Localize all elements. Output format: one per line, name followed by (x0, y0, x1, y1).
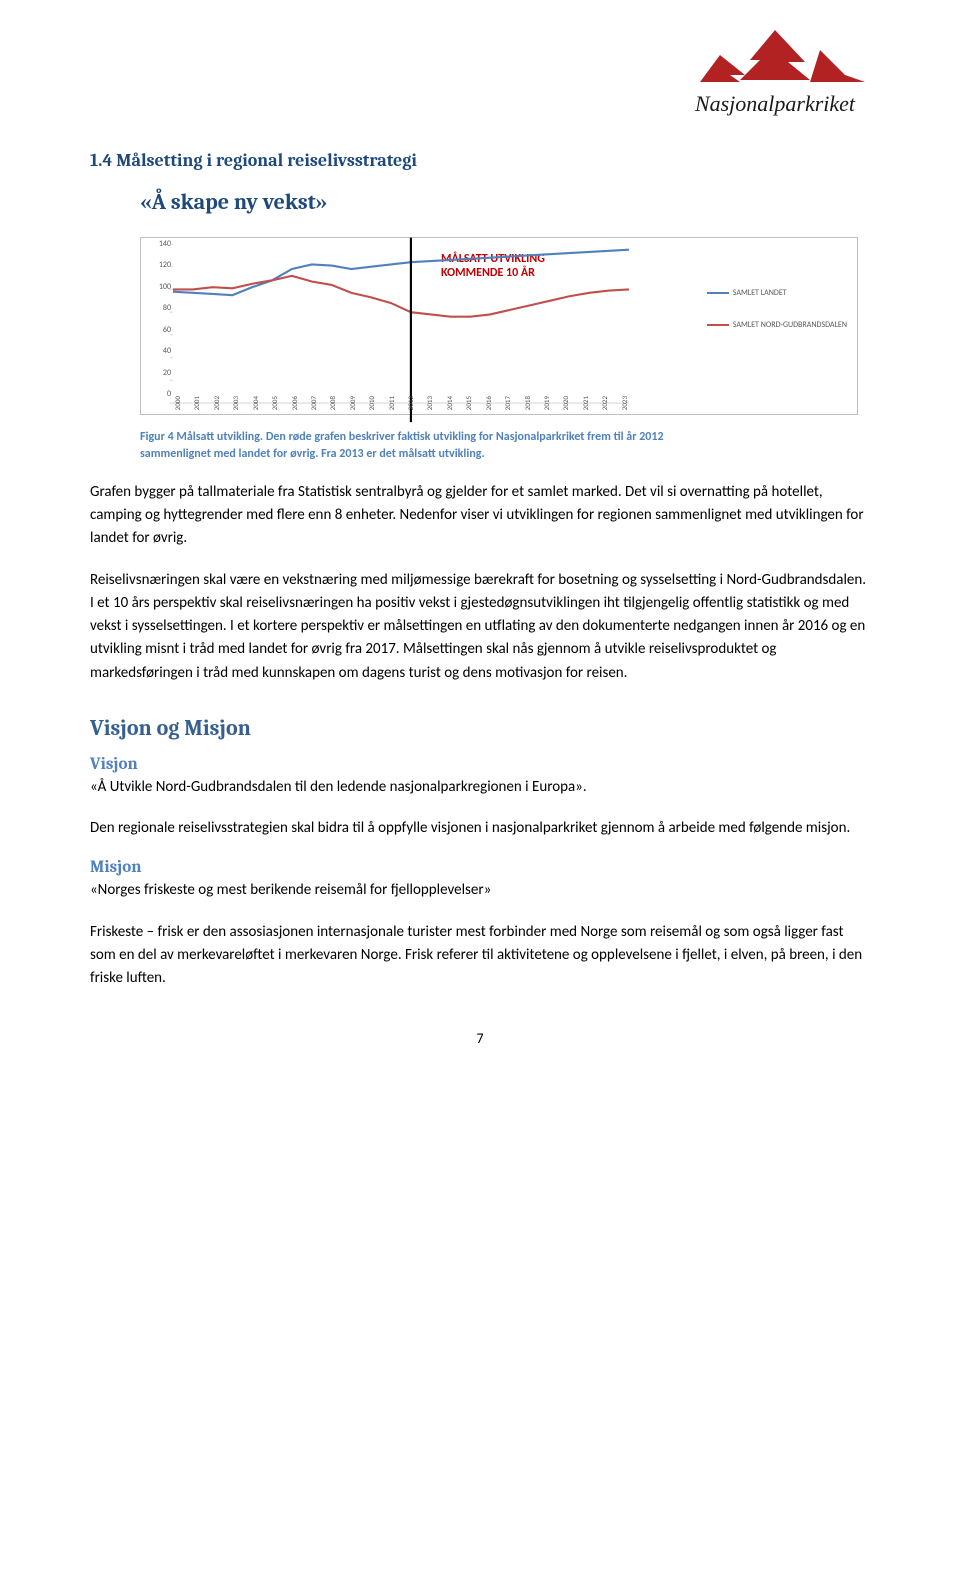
x-tick: 2010 (367, 396, 376, 410)
x-tick: 2012 (406, 396, 415, 410)
visjon-quote: «Å Utvikle Nord-Gudbrandsdalen til den l… (90, 776, 870, 799)
mountain-icon (660, 20, 890, 90)
y-tick: 120 (151, 260, 171, 270)
misjon-heading: Misjon (90, 858, 870, 877)
visjon-heading: Visjon (90, 755, 870, 774)
line-chart: MÅLSATT UTVIKLING KOMMENDE 10 ÅR SAMLET … (140, 237, 858, 415)
x-tick: 2014 (445, 396, 454, 410)
y-tick: 20 (151, 368, 171, 378)
x-tick: 2015 (464, 396, 473, 410)
figure-caption: Figur 4 Målsatt utvikling. Den røde graf… (140, 429, 670, 463)
legend-label: SAMLET NORD-GUDBRANDSDALEN (733, 320, 847, 330)
misjon-paragraph: Friskeste – frisk er den assosiasjonen i… (90, 921, 870, 991)
x-tick: 2005 (270, 396, 279, 410)
x-tick: 2017 (503, 396, 512, 410)
legend-swatch (707, 324, 729, 326)
y-axis: 020406080100120140 (151, 244, 171, 394)
x-tick: 2023 (620, 396, 629, 410)
y-tick: 140 (151, 239, 171, 249)
x-tick: 2003 (231, 396, 240, 410)
x-tick: 2018 (523, 396, 532, 410)
x-tick: 2021 (581, 396, 590, 410)
body-paragraph: Grafen bygger på tallmateriale fra Stati… (90, 481, 870, 551)
x-tick: 2002 (212, 396, 221, 410)
y-tick: 40 (151, 346, 171, 356)
x-tick: 2007 (309, 396, 318, 410)
misjon-quote: «Norges friskeste og mest berikende reis… (90, 879, 870, 902)
x-tick: 2009 (348, 396, 357, 410)
x-tick: 2004 (251, 396, 260, 410)
brand-logo: Nasjonalparkriket (660, 20, 890, 117)
plot-area (173, 244, 629, 403)
x-tick: 2008 (328, 396, 337, 410)
visjon-paragraph: Den regionale reiselivsstrategien skal b… (90, 817, 870, 840)
x-tick: 2020 (561, 396, 570, 410)
y-tick: 100 (151, 282, 171, 292)
page-number: 7 (90, 1030, 870, 1047)
x-tick: 2006 (290, 396, 299, 410)
x-tick: 2000 (173, 396, 182, 410)
x-tick: 2019 (542, 396, 551, 410)
x-tick: 2016 (484, 396, 493, 410)
legend-swatch (707, 292, 729, 294)
visjon-misjon-heading: Visjon og Misjon (90, 715, 870, 741)
legend-item: SAMLET LANDET (707, 288, 847, 298)
y-tick: 0 (151, 389, 171, 399)
quote-heading: «Å skape ny vekst» (140, 189, 870, 215)
brand-name: Nasjonalparkriket (660, 91, 890, 117)
section-heading: 1.4 Målsetting i regional reiselivsstrat… (90, 150, 870, 171)
x-tick: 2022 (600, 396, 609, 410)
y-tick: 80 (151, 303, 171, 313)
y-tick: 60 (151, 325, 171, 335)
legend-item: SAMLET NORD-GUDBRANDSDALEN (707, 320, 847, 330)
x-tick: 2011 (387, 396, 396, 410)
chart-legend: SAMLET LANDET SAMLET NORD-GUDBRANDSDALEN (707, 288, 847, 352)
legend-label: SAMLET LANDET (733, 288, 787, 298)
body-paragraph: Reiselivsnæringen skal være en vekstnæri… (90, 569, 870, 685)
x-tick: 2013 (425, 396, 434, 410)
x-tick: 2001 (192, 396, 201, 410)
